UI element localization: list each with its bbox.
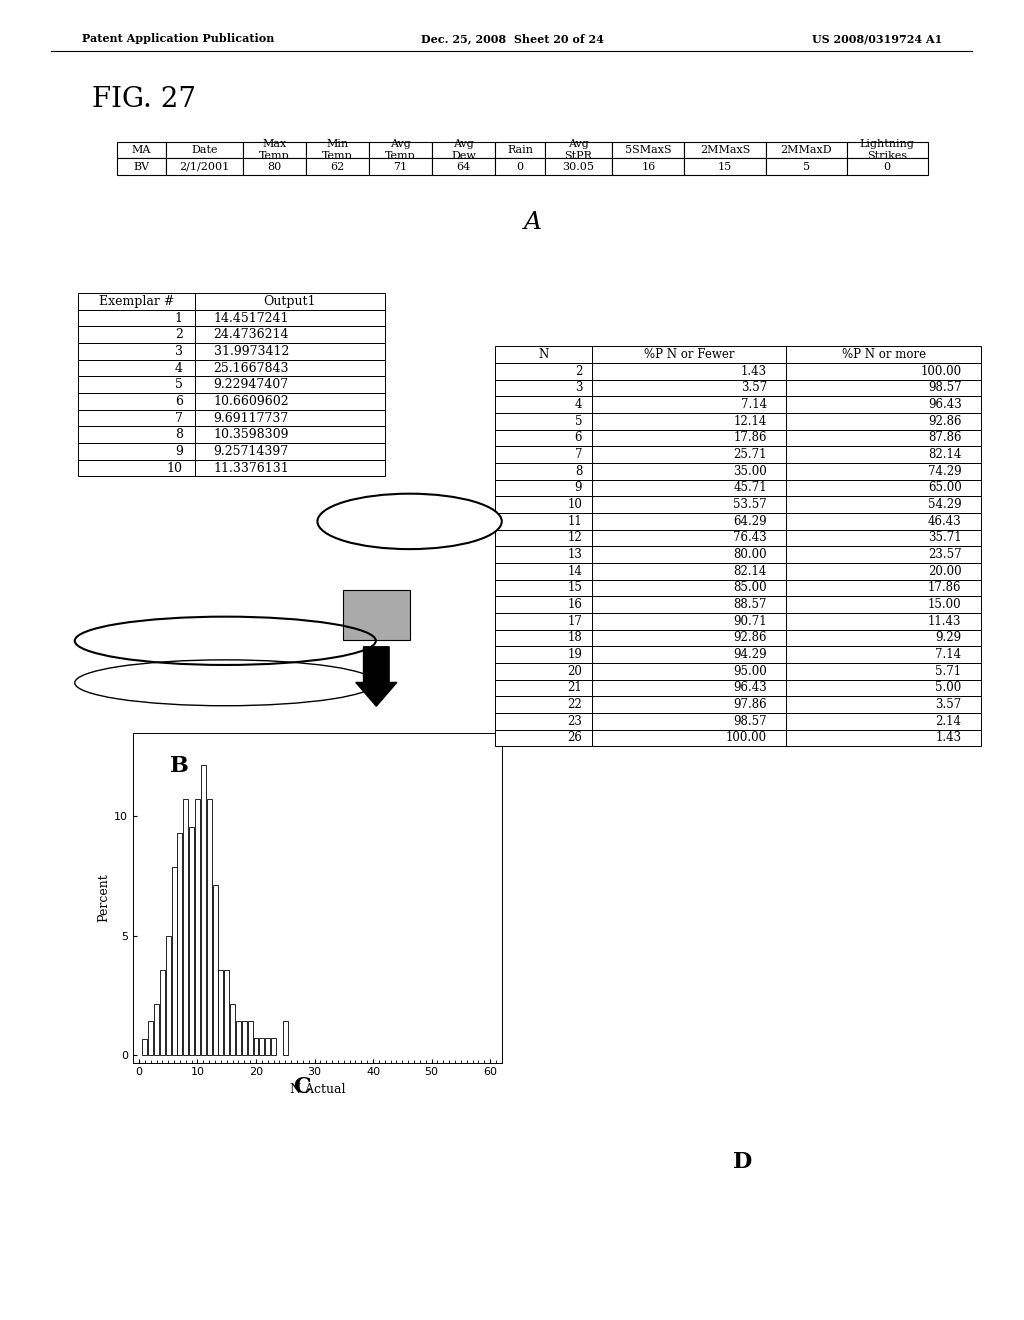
Text: Prediction = 10: Prediction = 10	[359, 515, 460, 528]
Bar	[183, 800, 188, 1056]
Text: US 2008/0319724 A1: US 2008/0319724 A1	[812, 33, 942, 44]
Text: A: A	[523, 211, 542, 234]
Bar	[177, 833, 182, 1056]
Bar	[283, 1022, 288, 1056]
Bar	[259, 1039, 264, 1056]
Text: Patent Application Publication: Patent Application Publication	[82, 33, 274, 44]
Bar	[230, 1005, 236, 1056]
Bar	[166, 936, 171, 1056]
Bar	[248, 1022, 253, 1056]
Bar	[142, 1039, 147, 1056]
Bar	[154, 1005, 159, 1056]
Text: D: D	[733, 1151, 752, 1173]
Bar	[242, 1022, 247, 1056]
Bar	[236, 1022, 241, 1056]
Bar	[218, 970, 223, 1056]
Bar	[195, 800, 200, 1056]
X-axis label: N Actual: N Actual	[290, 1082, 345, 1096]
Bar	[189, 826, 195, 1056]
Bar	[254, 1039, 258, 1056]
Bar	[172, 867, 176, 1056]
Text: B: B	[170, 755, 188, 777]
Bar	[213, 884, 217, 1056]
Bar	[201, 766, 206, 1056]
Bar	[160, 970, 165, 1056]
Bar	[265, 1039, 270, 1056]
Text: Dec. 25, 2008  Sheet 20 of 24: Dec. 25, 2008 Sheet 20 of 24	[421, 33, 603, 44]
Text: FIG. 27: FIG. 27	[92, 86, 197, 112]
Bar	[224, 970, 229, 1056]
Y-axis label: Percent: Percent	[97, 874, 111, 921]
Bar	[271, 1039, 276, 1056]
Bar	[148, 1022, 154, 1056]
Bar	[207, 800, 212, 1056]
Text: C: C	[293, 1076, 311, 1098]
Ellipse shape	[317, 494, 502, 549]
